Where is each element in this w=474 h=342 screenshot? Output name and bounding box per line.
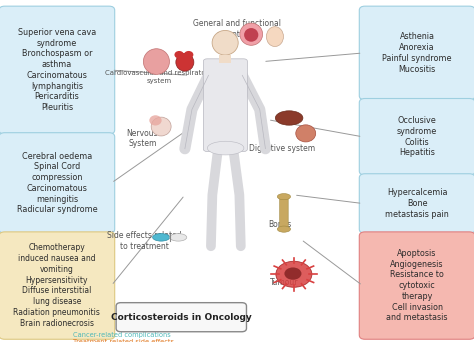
FancyBboxPatch shape xyxy=(203,59,247,152)
FancyBboxPatch shape xyxy=(280,197,288,230)
Text: Treatment-related side effects: Treatment-related side effects xyxy=(73,339,174,342)
Circle shape xyxy=(276,261,312,287)
Text: Bones: Bones xyxy=(268,220,292,228)
Text: General and functional
symptoms: General and functional symptoms xyxy=(193,19,281,39)
Text: Corticosteroids in Oncology: Corticosteroids in Oncology xyxy=(111,313,251,321)
Ellipse shape xyxy=(277,226,291,232)
FancyBboxPatch shape xyxy=(116,303,246,332)
Ellipse shape xyxy=(151,117,171,136)
FancyBboxPatch shape xyxy=(359,232,474,339)
Text: Chemotherapy
induced nausea and
vomiting
Hypersensitivity
Diffuse interstitial
l: Chemotherapy induced nausea and vomiting… xyxy=(13,244,100,328)
Text: Superior vena cava
syndrome
Bronchospasm or
asthma
Carcinomatous
lymphangitis
Pe: Superior vena cava syndrome Bronchospasm… xyxy=(18,28,96,112)
Ellipse shape xyxy=(176,53,194,71)
Ellipse shape xyxy=(266,27,283,47)
FancyBboxPatch shape xyxy=(0,6,115,134)
Circle shape xyxy=(284,267,301,280)
Ellipse shape xyxy=(170,234,187,241)
Ellipse shape xyxy=(240,23,263,45)
Ellipse shape xyxy=(244,28,258,42)
Ellipse shape xyxy=(153,234,170,241)
Text: Cerebral oedema
Spinal Cord
compression
Carcinomatous
meningitis
Radicular syndr: Cerebral oedema Spinal Cord compression … xyxy=(17,152,97,214)
Ellipse shape xyxy=(275,111,303,125)
Text: Tumour: Tumour xyxy=(270,278,299,287)
Text: Nervous
System: Nervous System xyxy=(127,129,158,148)
Ellipse shape xyxy=(184,51,193,58)
FancyBboxPatch shape xyxy=(359,6,474,100)
Text: Side effects related
to treatment: Side effects related to treatment xyxy=(107,231,182,251)
FancyBboxPatch shape xyxy=(219,55,231,63)
FancyBboxPatch shape xyxy=(359,174,474,233)
Text: Digestive system: Digestive system xyxy=(249,144,315,153)
Ellipse shape xyxy=(207,141,244,155)
Text: Cancer-related complications: Cancer-related complications xyxy=(73,332,171,338)
Text: Cardiovascular and respiratory
system: Cardiovascular and respiratory system xyxy=(105,70,213,83)
FancyBboxPatch shape xyxy=(359,98,474,175)
Ellipse shape xyxy=(143,49,170,75)
Text: Hypercalcemia
Bone
metastasis pain: Hypercalcemia Bone metastasis pain xyxy=(385,188,449,219)
Ellipse shape xyxy=(174,51,184,58)
Ellipse shape xyxy=(212,30,238,55)
Text: Asthenia
Anorexia
Painful syndrome
Mucositis: Asthenia Anorexia Painful syndrome Mucos… xyxy=(383,32,452,74)
FancyBboxPatch shape xyxy=(0,133,115,233)
Ellipse shape xyxy=(296,125,316,142)
FancyBboxPatch shape xyxy=(0,232,115,339)
Ellipse shape xyxy=(277,194,291,200)
Text: Apoptosis
Angiogenesis
Resistance to
cytotoxic
therapy
Cell invasion
and metasta: Apoptosis Angiogenesis Resistance to cyt… xyxy=(386,249,448,322)
Ellipse shape xyxy=(149,115,162,126)
Text: Occlusive
syndrome
Colitis
Hepatitis: Occlusive syndrome Colitis Hepatitis xyxy=(397,116,437,157)
